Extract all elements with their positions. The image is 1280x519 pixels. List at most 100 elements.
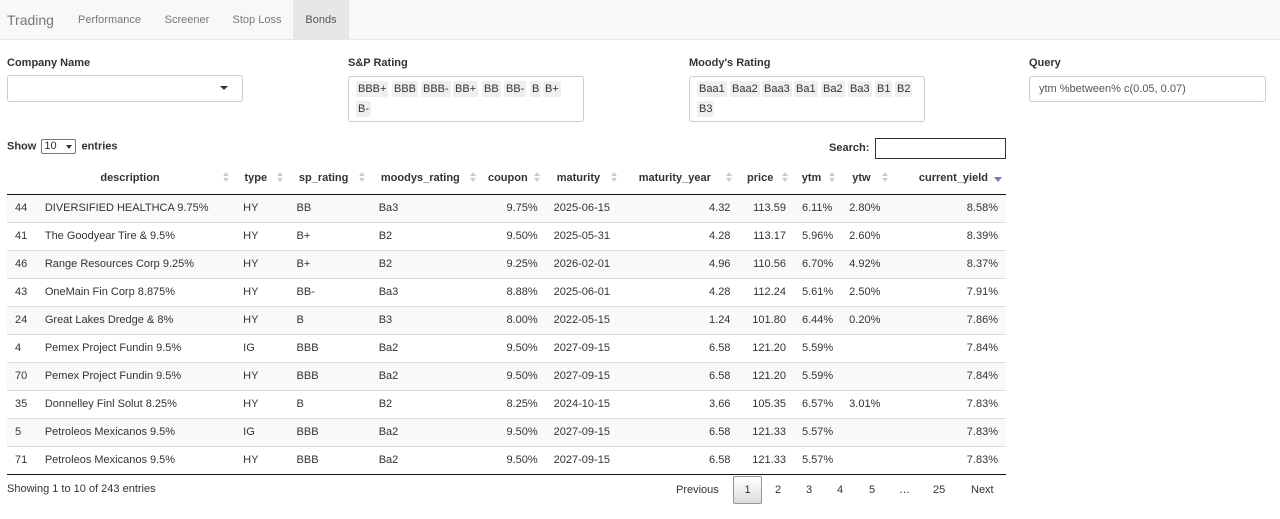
sp-chip[interactable]: BB- <box>504 81 527 97</box>
moodys-chip[interactable]: Baa2 <box>730 81 760 97</box>
sp-chip[interactable]: B- <box>356 101 371 117</box>
col-header-ytm[interactable]: ytm <box>793 163 842 195</box>
sp-chip[interactable]: B+ <box>543 81 561 97</box>
col-header-index <box>7 163 37 195</box>
cell-type: HY <box>235 277 289 306</box>
show-entries: Show 10 entries <box>7 139 118 154</box>
col-header-maturity-year[interactable]: maturity_year <box>623 163 739 195</box>
entries-length-select[interactable]: 10 <box>41 139 77 154</box>
cell-price: 105.35 <box>738 389 794 418</box>
table-info: Showing 1 to 10 of 243 entries <box>7 483 156 495</box>
cell-sp-rating: BB <box>296 202 312 214</box>
col-header-label: moodys_rating <box>380 172 460 185</box>
moodys-rating-select[interactable]: Baa1 Baa2 Baa3 Ba1 Ba2 Ba3 B1 B2 B3 <box>689 76 925 122</box>
cell-ytm: 6.11% <box>801 202 833 214</box>
moodys-chip[interactable]: Baa3 <box>762 81 792 97</box>
sp-chip[interactable]: BBB- <box>421 81 451 97</box>
table-row[interactable]: 43 OneMain Fin Corp 8.875% HY BB- Ba3 8.88% 20… <box>7 277 1006 306</box>
col-header-label: type <box>244 172 268 185</box>
col-header-ytw[interactable]: ytw <box>841 163 894 195</box>
table-row[interactable]: 5 Petroleos Mexicanos 9.5% IG BBB Ba2 9.50% 20… <box>7 417 1006 446</box>
cell-index: 71 <box>7 445 37 475</box>
search-input[interactable] <box>875 138 1006 159</box>
cell-type: IG <box>235 417 289 446</box>
pagination-page[interactable]: 2 <box>775 484 782 496</box>
moodys-chip[interactable]: Ba1 <box>794 81 818 97</box>
cell-ytw: 0.20% <box>841 305 894 334</box>
cell-maturity: 2024-10-15 <box>545 389 624 418</box>
moodys-chip[interactable]: Ba3 <box>848 81 872 97</box>
moodys-chip[interactable]: B3 <box>697 101 715 117</box>
sort-icon <box>726 172 733 184</box>
col-header-maturity[interactable]: maturity <box>545 163 624 195</box>
pagination-next[interactable]: Next <box>971 484 994 496</box>
col-header-type[interactable]: type <box>235 163 289 195</box>
sort-icon <box>611 172 618 184</box>
col-header-current-yield[interactable]: current_yield <box>893 163 1006 195</box>
cell-sp-rating: BB- <box>288 277 371 306</box>
pagination-page[interactable]: 25 <box>933 484 946 496</box>
cell-coupon: 9.50% <box>481 445 546 475</box>
cell-maturity: 2027-09-15 <box>545 361 624 390</box>
cell-current-yield: 7.83% <box>893 417 1006 446</box>
cell-coupon: 9.50% <box>481 361 546 390</box>
cell-maturity: 2025-06-15 <box>553 202 610 214</box>
moodys-chip[interactable]: B1 <box>875 81 893 97</box>
cell-moodys-rating: Ba3 <box>370 277 482 306</box>
sp-chip[interactable]: B <box>530 81 542 97</box>
query-label: Query <box>1029 57 1061 69</box>
sp-chip[interactable]: BB+ <box>453 81 479 97</box>
cell-type: HY <box>235 249 289 278</box>
pagination-page-current[interactable]: 1 <box>733 476 762 504</box>
tab-screener[interactable]: Screener <box>164 14 210 26</box>
table-row[interactable]: 70 Pemex Project Fundin 9.5% HY BBB Ba2 9.50%… <box>7 361 1006 390</box>
sp-chip[interactable]: BBB <box>392 81 419 97</box>
table-row[interactable]: 44 DIVERSIFIED HEALTHCA 9.75% HY BB Ba3 9.75%… <box>7 194 1006 222</box>
company-name-select[interactable] <box>7 75 243 102</box>
table-row[interactable]: 4 Pemex Project Fundin 9.5% IG BBB Ba2 9.50% 2… <box>7 333 1006 362</box>
cell-sp-rating: B <box>288 389 371 418</box>
cell-current-yield: 7.84% <box>893 361 1006 390</box>
show-label: Show <box>7 140 37 153</box>
cell-moodys-rating: Ba2 <box>370 417 482 446</box>
search-label: Search: <box>829 142 870 154</box>
sp-chip[interactable]: BBB+ <box>356 81 389 97</box>
table-row[interactable]: 24 Great Lakes Dredge & 8% HY B B3 8.00% 2022-… <box>7 305 1006 334</box>
cell-type: HY <box>235 389 289 418</box>
col-header-price[interactable]: price <box>738 163 794 195</box>
cell-maturity-year: 3.66 <box>623 389 739 418</box>
cell-type: HY <box>235 361 289 390</box>
table-row[interactable]: 71 Petroleos Mexicanos 9.5% HY BBB Ba2 9.50% 2… <box>7 445 1006 475</box>
cell-current-yield: 7.83% <box>893 389 1006 418</box>
pagination-page[interactable]: 3 <box>806 484 813 496</box>
pagination-page[interactable]: 5 <box>869 484 876 496</box>
tab-bonds[interactable]: Bonds <box>293 0 349 39</box>
pagination-previous[interactable]: Previous <box>676 484 719 496</box>
cell-maturity: 2025-05-31 <box>545 221 624 250</box>
cell-coupon: 9.50% <box>481 417 546 446</box>
col-header-sp-rating[interactable]: sp_rating <box>288 163 371 195</box>
moodys-chip[interactable]: Ba2 <box>821 81 845 97</box>
chevron-down-icon <box>220 86 228 90</box>
sp-rating-select[interactable]: BBB+ BBB BBB- BB+ BB BB- B B+ B- <box>348 76 584 122</box>
table-row[interactable]: 46 Range Resources Corp 9.25% HY B+ B2 9.25% 2… <box>7 249 1006 278</box>
pagination-page[interactable]: 4 <box>837 484 844 496</box>
moodys-chip[interactable]: B2 <box>895 81 913 97</box>
cell-price: 121.33 <box>738 417 794 446</box>
tab-stop-loss[interactable]: Stop Loss <box>232 14 282 26</box>
cell-price: 121.33 <box>738 445 794 475</box>
col-header-moodys-rating[interactable]: moodys_rating <box>370 163 482 195</box>
cell-price: 110.56 <box>738 249 794 278</box>
tab-performance[interactable]: Performance <box>78 14 141 26</box>
cell-maturity-year: 1.24 <box>623 305 739 334</box>
sp-chip[interactable]: BB <box>482 81 501 97</box>
app-brand[interactable]: Trading <box>7 12 54 28</box>
col-header-description[interactable]: description <box>36 163 236 195</box>
query-input[interactable]: ytm %between% c(0.05, 0.07) <box>1029 76 1266 102</box>
col-header-coupon[interactable]: coupon <box>481 163 546 195</box>
table-row[interactable]: 35 Donnelley Finl Solut 8.25% HY B B2 8.25% 20… <box>7 389 1006 418</box>
cell-index: 43 <box>7 277 37 306</box>
bonds-table: description type sp_rating moodys_rating… <box>7 163 1006 475</box>
moodys-chip[interactable]: Baa1 <box>697 81 727 97</box>
table-row[interactable]: 41 The Goodyear Tire & 9.5% HY B+ B2 9.50% 202… <box>7 221 1006 250</box>
